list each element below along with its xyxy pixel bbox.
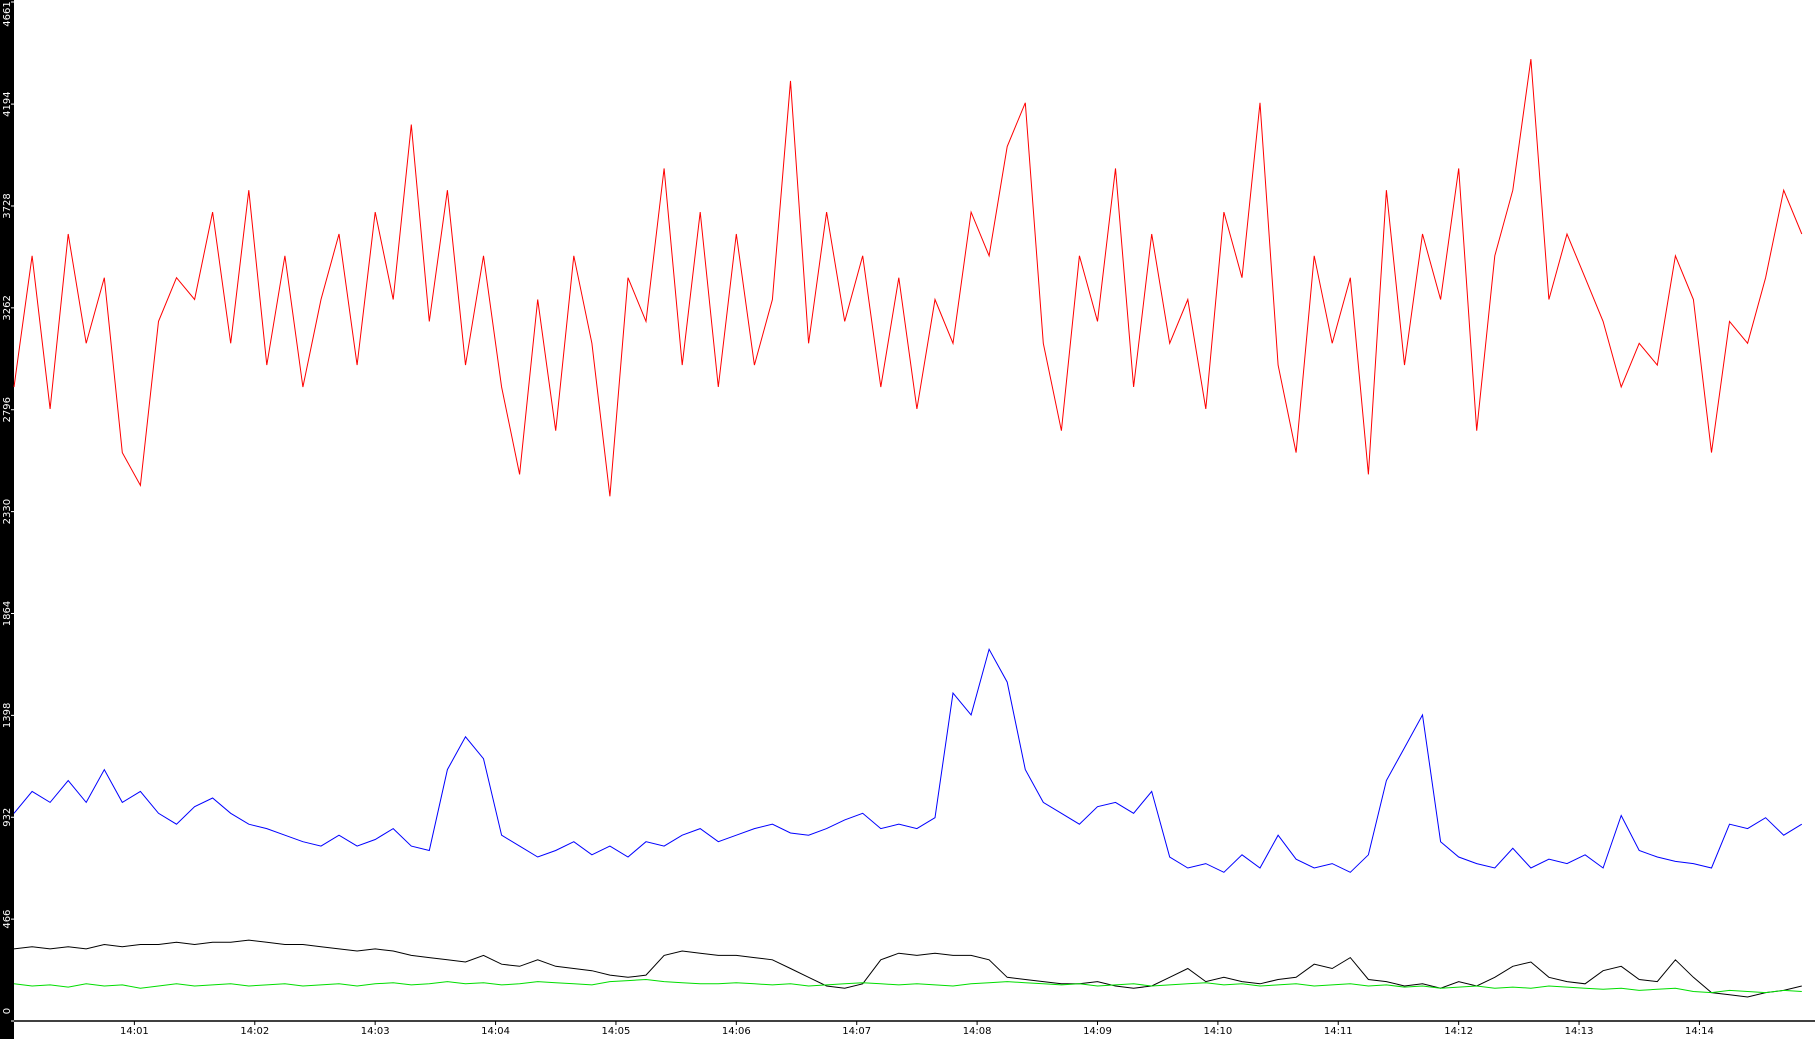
y-tick-label: 3262 — [2, 295, 13, 320]
y-tick-label: 932 — [2, 808, 13, 827]
x-tick-label: 14:05 — [602, 1026, 631, 1037]
x-tick-label: 14:01 — [120, 1026, 149, 1037]
x-tick-label: 14:03 — [361, 1026, 390, 1037]
x-tick-label: 14:10 — [1203, 1026, 1232, 1037]
x-tick-label: 14:09 — [1083, 1026, 1112, 1037]
y-tick-label: 4194 — [2, 91, 13, 116]
series-line — [13, 59, 1803, 497]
y-tick-label: 2330 — [2, 499, 13, 524]
y-tick-label: 0 — [2, 1008, 13, 1014]
x-tick-label: 14:07 — [842, 1026, 871, 1037]
y-tick-label: 1398 — [2, 703, 13, 728]
y-tick-label: 466 — [2, 910, 13, 929]
y-tick-label: 4661 — [2, 1, 13, 26]
x-tick-label: 14:13 — [1565, 1026, 1594, 1037]
x-tick-label: 14:12 — [1444, 1026, 1473, 1037]
series-line — [13, 939, 1802, 998]
series-line — [13, 978, 1802, 994]
x-tick-label: 14:04 — [481, 1026, 510, 1037]
y-axis-strip — [0, 0, 14, 1039]
y-tick-label: 1864 — [2, 601, 13, 626]
x-tick-label: 14:06 — [722, 1026, 751, 1037]
y-tick-label: 2796 — [2, 397, 13, 422]
x-tick-label: 14:08 — [963, 1026, 992, 1037]
x-tick-label: 14:02 — [240, 1026, 269, 1037]
x-tick-label: 14:14 — [1685, 1026, 1714, 1037]
y-tick-label: 3728 — [2, 193, 13, 218]
x-tick-label: 14:11 — [1324, 1026, 1353, 1037]
series-line — [13, 647, 1803, 873]
